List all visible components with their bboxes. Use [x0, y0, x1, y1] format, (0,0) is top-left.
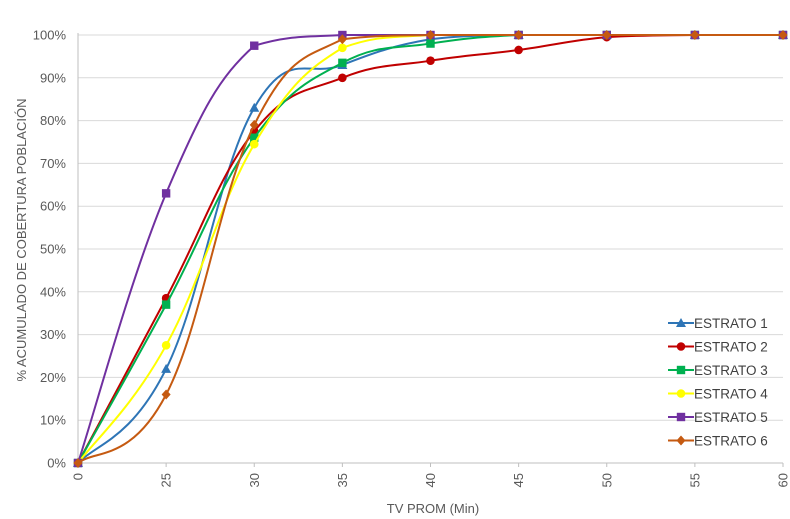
- data-point: [73, 458, 83, 468]
- x-tick-label: 35: [335, 473, 350, 487]
- data-point: [161, 389, 171, 400]
- y-tick-label: 10%: [40, 413, 66, 428]
- y-tick-label: 50%: [40, 242, 66, 257]
- legend-label: ESTRATO 3: [694, 363, 768, 378]
- axes: [77, 33, 783, 464]
- series-line: [77, 33, 783, 464]
- data-point: [426, 56, 435, 65]
- data-point: [338, 43, 347, 53]
- data-point: [778, 30, 788, 40]
- data-point: [161, 363, 172, 373]
- y-tick-label: 20%: [40, 370, 66, 385]
- legend-item: ESTRATO 4: [668, 387, 768, 402]
- y-tick-label: 30%: [40, 327, 66, 342]
- data-point: [161, 341, 171, 350]
- data-point: [338, 58, 347, 68]
- series-6: [73, 30, 788, 468]
- data-point: [426, 30, 435, 40]
- data-point: [690, 30, 700, 40]
- data-point: [161, 189, 171, 198]
- y-tick-label: 0%: [47, 456, 66, 471]
- legend-label: ESTRATO 6: [694, 434, 768, 449]
- data-point: [514, 30, 524, 40]
- gridlines: [78, 34, 783, 421]
- legend-marker: [676, 365, 686, 375]
- x-tick-label: 40: [423, 473, 438, 487]
- legend-label: ESTRATO 1: [694, 316, 768, 331]
- x-tick-label: 45: [511, 473, 526, 487]
- x-tick-label: 0: [71, 473, 86, 480]
- y-tick-label: 100%: [33, 28, 67, 43]
- x-tick-label: 60: [776, 473, 790, 487]
- y-tick-label: 80%: [40, 113, 66, 128]
- legend-marker: [676, 342, 686, 351]
- x-tick-label: 50: [599, 473, 614, 487]
- legend-item: ESTRATO 1: [668, 316, 768, 331]
- legend-label: ESTRATO 2: [694, 340, 768, 355]
- data-point: [161, 300, 171, 309]
- legend-item: ESTRATO 2: [668, 340, 768, 355]
- legend: ESTRATO 1 ESTRATO 2 ESTRATO 3 ESTRATO 4 ESTR…: [668, 316, 768, 449]
- legend-label: ESTRATO 5: [694, 410, 768, 425]
- y-tick-label: 40%: [40, 284, 66, 299]
- data-point: [426, 39, 435, 48]
- data-point: [338, 73, 347, 83]
- data-point: [514, 45, 523, 55]
- legend-marker: [676, 435, 686, 446]
- x-tick-labels: 0 25 30 35 40 45 50 55 60: [71, 463, 790, 487]
- legend-item: ESTRATO 3: [668, 363, 768, 378]
- y-tick-labels: 0% 10% 20% 30% 40% 50% 60% 70% 80% 90% 100%: [33, 28, 67, 471]
- data-point: [250, 133, 259, 142]
- x-tick-label: 30: [247, 473, 262, 487]
- y-tick-label: 60%: [40, 199, 66, 214]
- y-tick-label: 70%: [40, 156, 66, 171]
- legend-marker: [676, 318, 686, 327]
- data-point: [249, 102, 260, 112]
- data-point: [249, 139, 259, 149]
- x-axis-label: TV PROM (Min): [387, 501, 479, 516]
- legend-marker: [676, 412, 686, 422]
- data-point: [249, 119, 259, 130]
- legend-item: ESTRATO 5: [668, 410, 768, 425]
- x-tick-label: 25: [159, 473, 174, 487]
- legend-item: ESTRATO 6: [668, 434, 768, 449]
- legend-marker: [676, 389, 686, 398]
- data-point: [602, 30, 612, 40]
- data-point: [337, 34, 347, 45]
- x-tick-label: 55: [687, 473, 702, 487]
- series-group: [73, 30, 788, 468]
- legend-label: ESTRATO 4: [694, 387, 768, 402]
- y-axis-label: % ACUMULADO DE COBERTURA POBLACIÓN: [14, 99, 29, 382]
- data-point: [250, 41, 259, 50]
- y-tick-label: 90%: [40, 70, 66, 85]
